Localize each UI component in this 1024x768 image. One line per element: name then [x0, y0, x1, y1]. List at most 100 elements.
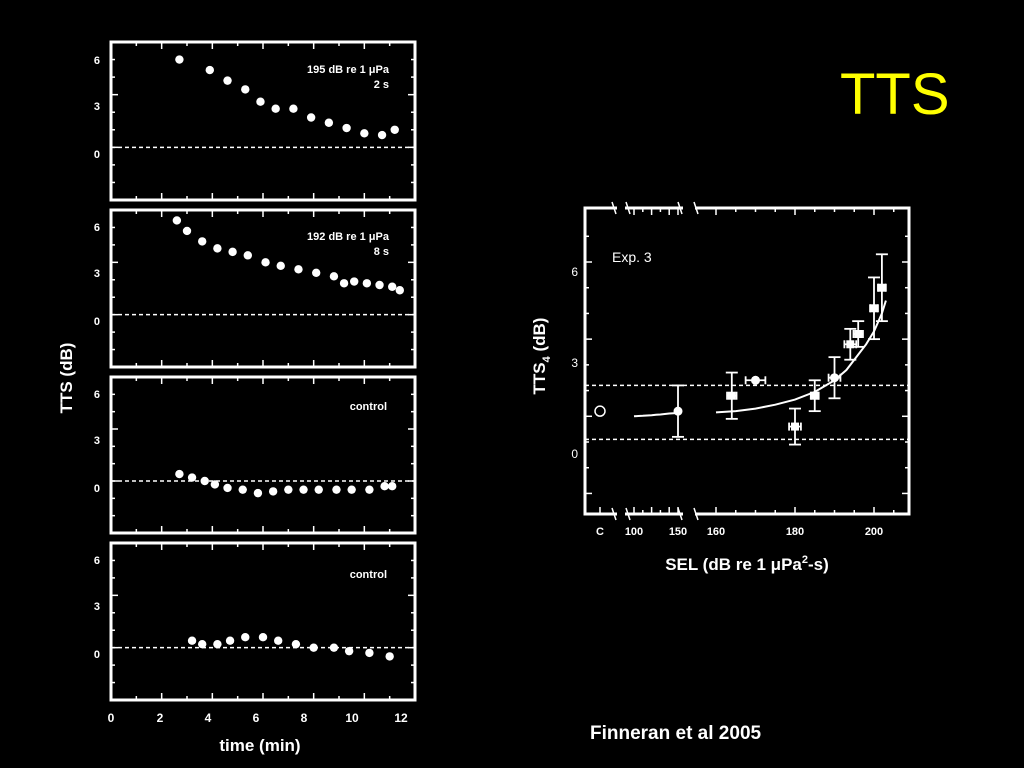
- right-fit-curve: [633, 300, 887, 418]
- panel-third-points: [175, 469, 397, 498]
- right-chart: 6 3 0 Exp. 3 C 100 150 160 180 200 SEL (…: [530, 201, 911, 574]
- panel-second-annotation-line2: 8 s: [374, 246, 389, 258]
- panel-top-ytick-6: 6: [94, 55, 100, 67]
- right-ylabel: TTS4 (dB): [530, 318, 553, 395]
- data-point: [243, 251, 252, 260]
- right-xtick-200: 200: [865, 526, 883, 538]
- data-point: [253, 488, 263, 498]
- axis-break-gap-top-left: [617, 204, 625, 212]
- data-point: [182, 226, 192, 236]
- panel-second: 6 3 0 192 dB re 1 μPa 8 s: [94, 208, 417, 369]
- data-point: [291, 639, 301, 649]
- data-point-square: [854, 330, 863, 338]
- data-point: [309, 643, 318, 652]
- panel-second-ytick-3: 3: [94, 268, 100, 280]
- right-xlabel-sup: 2: [802, 554, 808, 566]
- data-point: [332, 485, 341, 494]
- right-ylabel-sub: 4: [541, 355, 553, 362]
- data-point-square: [810, 391, 819, 400]
- data-point: [175, 55, 184, 64]
- panel-bottom-ytick-3: 3: [94, 601, 100, 613]
- data-point: [324, 118, 334, 127]
- right-ytick-6: 6: [571, 265, 578, 279]
- data-point: [241, 85, 250, 94]
- right-xlabel-part1: SEL (dB re 1 μPa: [665, 555, 802, 574]
- right-xtick-100: 100: [625, 526, 643, 538]
- panel-bottom-ticks: [110, 542, 416, 701]
- panel-bottom-points: [187, 633, 394, 661]
- data-point: [312, 268, 321, 277]
- right-data-points: [672, 253, 888, 446]
- data-point-square: [877, 283, 886, 292]
- right-ylabel-part1: TTS: [530, 362, 549, 394]
- data-point: [344, 646, 354, 656]
- data-point: [284, 485, 293, 494]
- data-point: [375, 280, 384, 290]
- right-xlabel: SEL (dB re 1 μPa2-s): [665, 554, 829, 574]
- data-point: [276, 261, 285, 271]
- data-point: [289, 104, 298, 113]
- axis-break-gap-bottom-right: [683, 510, 695, 518]
- data-point: [268, 487, 278, 496]
- right-xtick-C: C: [596, 526, 604, 538]
- data-point: [380, 482, 389, 491]
- data-point-circle: [830, 373, 839, 383]
- data-point: [261, 258, 270, 267]
- data-point: [362, 279, 372, 288]
- panel-third-ytick-0: 0: [94, 483, 100, 495]
- panel-third-ticks: [110, 376, 416, 534]
- panel-top: 6 3 0 195 dB re 1 μPa 2 s: [94, 40, 417, 202]
- xtick-label-8: 8: [301, 711, 308, 725]
- panel-top-ytick-0: 0: [94, 149, 100, 161]
- data-point: [314, 485, 323, 494]
- citation: Finneran et al 2005: [590, 723, 762, 744]
- data-point: [350, 277, 359, 286]
- data-point: [365, 485, 374, 494]
- data-point: [223, 76, 232, 85]
- data-point: [238, 485, 247, 494]
- panel-second-ytick-0: 0: [94, 316, 100, 328]
- data-point: [294, 265, 303, 274]
- data-point: [198, 237, 207, 246]
- right-xtick-150: 150: [669, 526, 687, 538]
- data-point: [347, 485, 356, 494]
- data-point-square: [870, 304, 878, 313]
- data-point: [213, 244, 222, 253]
- panel-third-ytick-3: 3: [94, 435, 100, 447]
- right-ytick-3: 3: [571, 356, 578, 370]
- data-point: [223, 483, 232, 493]
- panel-third-annotation: control: [350, 401, 387, 413]
- panel-third: 6 3 0 control: [94, 375, 417, 535]
- data-point: [200, 476, 209, 486]
- data-point-circle: [751, 375, 760, 385]
- data-point: [388, 282, 397, 291]
- axis-break-gap-bottom-left: [617, 510, 625, 518]
- data-point: [225, 636, 235, 645]
- data-point: [377, 130, 387, 140]
- data-point: [258, 633, 268, 642]
- data-point: [175, 469, 184, 479]
- right-control-point: [594, 405, 606, 417]
- data-point: [329, 272, 339, 281]
- slide-title: TTS: [840, 62, 950, 127]
- data-point: [210, 480, 220, 489]
- data-point: [256, 97, 265, 106]
- data-point: [274, 636, 283, 645]
- axis-break-marks: [611, 201, 699, 521]
- data-point: [187, 636, 197, 645]
- right-xtick-180: 180: [786, 526, 804, 538]
- panel-bottom-ytick-6: 6: [94, 555, 100, 567]
- xtick-label-6: 6: [253, 711, 260, 725]
- xtick-label-10: 10: [345, 711, 359, 725]
- data-point: [187, 473, 197, 482]
- right-xlabel-part2: -s): [808, 555, 829, 574]
- panel-bottom-annotation: control: [350, 569, 387, 581]
- panel-top-ytick-3: 3: [94, 101, 100, 113]
- data-point: [360, 129, 369, 138]
- right-chart-frame: [583, 206, 911, 516]
- data-point: [306, 113, 316, 122]
- data-point: [365, 648, 374, 658]
- xtick-label-2: 2: [157, 711, 164, 725]
- data-point: [390, 125, 399, 134]
